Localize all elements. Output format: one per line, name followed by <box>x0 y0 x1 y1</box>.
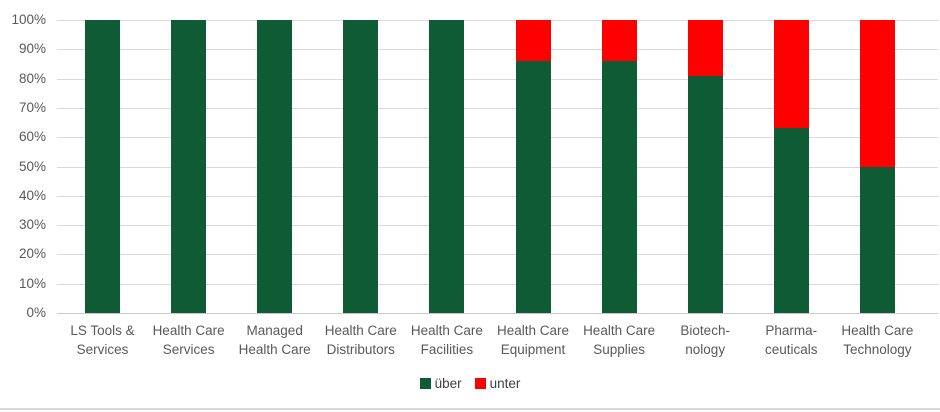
x-category-label-line: Equipment <box>500 342 566 357</box>
x-category-label-line: Supplies <box>593 342 645 357</box>
x-category-label-line: nology <box>685 342 726 357</box>
bar-2 <box>171 20 207 313</box>
gridline-60 <box>57 137 938 139</box>
x-category-label-line: Health Care <box>410 323 483 338</box>
bar-segment-über <box>257 20 293 313</box>
gridline-20 <box>57 254 938 256</box>
y-tick-label-0: 0% <box>26 305 46 320</box>
x-category-label-line: LS Tools & <box>70 323 135 338</box>
legend-label: unter <box>489 376 521 391</box>
x-category-label-line: Facilities <box>420 342 474 357</box>
x-category-label-7: Health Care Supplies <box>567 321 671 359</box>
bar-segment-unter <box>687 20 723 76</box>
bar-9 <box>773 20 809 313</box>
y-tick-label-20: 20% <box>18 246 46 262</box>
y-tick-label-70: 70% <box>18 99 46 115</box>
x-category-label-3: Managed Health Care <box>223 321 327 359</box>
gridline-50 <box>57 166 938 168</box>
bar-segment-über <box>171 20 207 313</box>
gridline-100 <box>57 20 938 21</box>
bar-segment-unter <box>773 20 809 129</box>
bar-segment-über <box>429 20 465 313</box>
bar-segment-über <box>343 20 379 313</box>
x-category-label-line: Managed <box>246 323 303 338</box>
bottom-border-line <box>0 408 940 410</box>
x-category-label-10: Health Care Technology <box>825 321 929 359</box>
x-axis-line <box>57 313 938 314</box>
legend-swatch-über <box>419 378 431 389</box>
x-category-label-8: Biotech-nology <box>653 321 757 359</box>
x-category-label-line: Pharma- <box>765 323 818 338</box>
x-category-label-9: Pharma-ceuticals <box>739 321 843 359</box>
bar-segment-unter <box>515 20 551 62</box>
legend-label: über <box>434 376 462 391</box>
x-category-label-line: Services <box>162 342 215 357</box>
bar-segment-über <box>687 75 723 313</box>
y-tick-label-30: 30% <box>18 217 46 233</box>
x-category-label-line: Health Care <box>324 323 397 338</box>
y-tick-label-80: 80% <box>18 70 46 86</box>
bar-segment-über <box>859 166 895 313</box>
x-category-label-line: ceuticals <box>765 342 818 357</box>
gridline-10 <box>57 283 938 285</box>
bar-3 <box>257 20 293 313</box>
x-category-label-2: Health Care Services <box>137 321 241 359</box>
gridline-40 <box>57 195 938 197</box>
bar-5 <box>429 20 465 313</box>
bar-8 <box>687 20 723 313</box>
y-tick-label-10: 10% <box>18 275 46 291</box>
bar-segment-unter <box>859 20 895 167</box>
x-category-label-line: Health Care <box>583 323 656 338</box>
x-category-label-4: Health Care Distributors <box>309 321 413 359</box>
gridline-80 <box>57 78 938 80</box>
bar-segment-über <box>85 20 120 313</box>
bar-segment-über <box>773 128 809 313</box>
y-tick-label-90: 90% <box>18 41 46 57</box>
x-category-label-1: LS Tools & Services <box>51 321 155 359</box>
x-category-label-line: Distributors <box>326 342 395 357</box>
y-tick-label-50: 50% <box>18 158 46 174</box>
x-category-label-5: Health Care Facilities <box>395 321 499 359</box>
gridline-90 <box>57 49 938 51</box>
bar-4 <box>343 20 379 313</box>
x-category-label-line: Biotech- <box>680 323 730 338</box>
gridline-70 <box>57 107 938 109</box>
x-category-label-line: Health Care <box>152 323 225 338</box>
x-category-label-line: Health Care <box>496 323 570 338</box>
x-category-label-line: Technology <box>843 342 912 357</box>
bar-7 <box>601 20 637 313</box>
y-tick-label-100: 100% <box>11 12 46 27</box>
bar-10 <box>859 20 895 313</box>
legend-swatch-unter <box>474 378 486 389</box>
legend: über unter <box>0 376 940 391</box>
legend-item-unter: unter <box>474 376 521 391</box>
bar-1 <box>85 20 120 313</box>
gridline-30 <box>57 225 938 227</box>
x-category-label-line: Services <box>76 342 129 357</box>
bar-segment-über <box>515 61 551 313</box>
legend-item-über: über <box>419 376 462 391</box>
bar-6 <box>515 20 551 313</box>
bar-segment-unter <box>601 20 637 62</box>
x-category-label-line: Health Care <box>841 323 914 338</box>
bar-segment-über <box>601 61 637 313</box>
x-category-label-6: Health Care Equipment <box>481 321 585 359</box>
x-category-label-line: Health Care <box>238 342 311 357</box>
y-tick-label-40: 40% <box>18 187 46 203</box>
y-tick-label-60: 60% <box>18 129 46 145</box>
